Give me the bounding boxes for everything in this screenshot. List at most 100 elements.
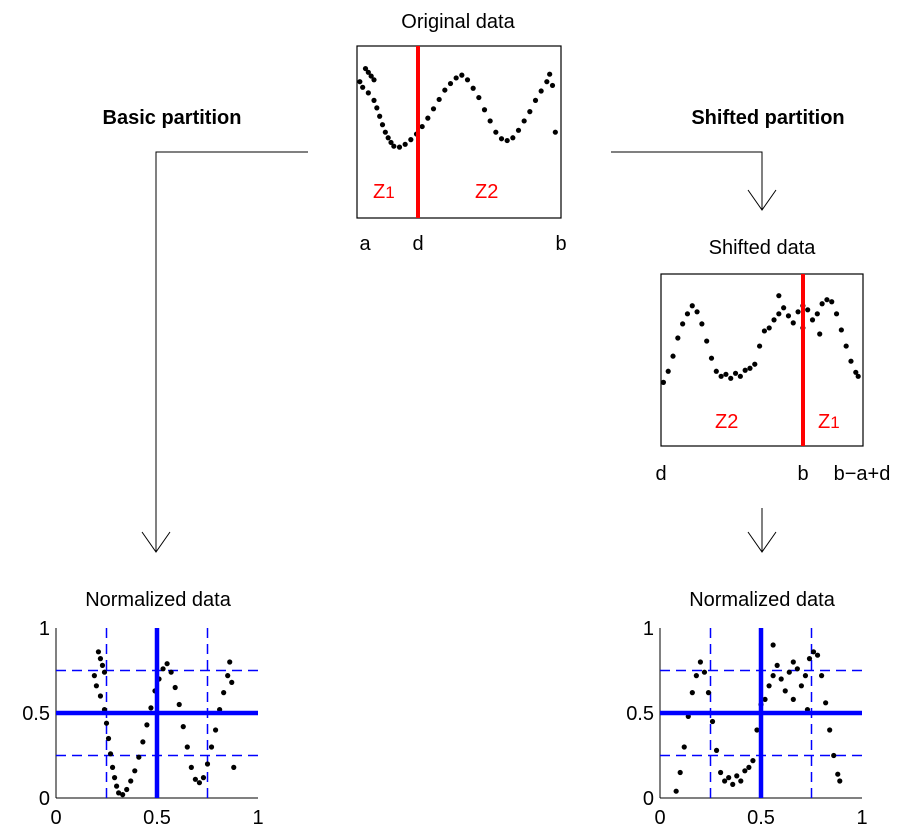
shifted-partition-label: Shifted partition [691, 107, 844, 129]
shifted-data-point [824, 297, 830, 303]
scatter-point [116, 790, 122, 796]
original-data-point [527, 109, 533, 115]
shifted-data-point [829, 299, 835, 305]
scatter-point [689, 690, 695, 696]
shifted-data-point [684, 311, 691, 317]
original-data-point [391, 143, 397, 149]
scatter-point [713, 747, 720, 754]
original-data-point [464, 77, 471, 83]
original-zone-z2: Z2 [475, 181, 498, 203]
scatter-point [144, 722, 150, 728]
scatter-point [730, 781, 736, 788]
scatter-point [770, 642, 776, 648]
scatter-point [722, 778, 728, 784]
normalize-arrow-right [747, 508, 777, 553]
scatter-point [738, 778, 744, 784]
basic-partition-label: Basic partition [103, 107, 242, 129]
x-tick-label: 1 [856, 807, 867, 829]
original-data-point [374, 105, 380, 111]
scatter-point [109, 764, 116, 771]
original-data-point [498, 136, 505, 142]
scatter-point [746, 764, 752, 771]
shifted-data-point [689, 303, 695, 309]
original-data-points [357, 65, 558, 150]
shifted-data-point [694, 309, 700, 315]
original-data-point [365, 90, 371, 96]
scatter-point [168, 669, 174, 675]
scatter-point [114, 783, 120, 789]
scatter-point [196, 780, 203, 786]
scatter-point [718, 769, 724, 776]
scatter-point [188, 764, 194, 771]
scatter-point [140, 739, 146, 745]
scatter-point [709, 718, 716, 725]
scatter-point [99, 662, 106, 669]
original-data-point [362, 65, 369, 72]
scatter-point [128, 778, 134, 784]
scatter-point [734, 773, 740, 779]
original-data-point [481, 107, 488, 113]
scatter-point [790, 696, 796, 703]
scatter-point [148, 705, 154, 711]
scatter-point [742, 768, 748, 774]
scatter-point [798, 683, 805, 689]
x-tick-label: 0 [50, 807, 61, 829]
original-data-point [377, 113, 383, 119]
original-zone-z1: Z1 [373, 181, 395, 203]
shifted-data-frame [660, 273, 864, 447]
original-data-point [385, 135, 391, 141]
shifted-data-point [809, 317, 816, 323]
scatter-point [120, 792, 126, 798]
shifted-data-point [795, 309, 801, 315]
scatter-point [705, 690, 712, 696]
shifted-data-point [771, 317, 777, 323]
scatter-point [91, 673, 97, 679]
original-axis-b: b [555, 233, 566, 255]
original-data-point [425, 115, 431, 121]
scatter-point [164, 661, 170, 667]
shifted-data-point [819, 301, 825, 307]
original-data-point [371, 97, 377, 103]
scatter-point [107, 751, 114, 757]
original-data-point [365, 69, 371, 75]
shifted-data-point [761, 328, 768, 334]
shifted-data-points [660, 293, 861, 385]
x-tick-label: 0 [654, 807, 665, 829]
shifted-data-point [675, 335, 681, 341]
scatter-point [681, 744, 687, 750]
scatter-point [766, 683, 772, 689]
scatter-point [778, 676, 784, 682]
original-data-point [396, 144, 403, 150]
scatter-point [227, 659, 233, 665]
x-tick-label: 0.5 [747, 807, 775, 829]
shifted-data-point [660, 379, 667, 385]
shifted-data-point [756, 343, 763, 349]
scatter-point [97, 693, 104, 699]
original-data-point [510, 135, 516, 141]
shifted-axis-d: d [655, 463, 666, 485]
original-data-point [538, 88, 544, 94]
original-data-point [521, 118, 527, 124]
shifted-data-point [805, 307, 811, 313]
normalized-plot-left: 0 0.5 1 0 0.5 1 [22, 618, 263, 829]
original-data-point [368, 73, 374, 79]
scatter-point [762, 696, 768, 703]
original-data-point [371, 77, 377, 83]
scatter-point [95, 649, 102, 655]
shifted-data-point [785, 313, 792, 319]
shifted-data-point [752, 361, 758, 367]
scatter-point [790, 659, 796, 665]
normalized-title-left: Normalized data [85, 589, 232, 611]
scatter-point [693, 673, 699, 679]
original-axis-d: d [412, 233, 423, 255]
y-tick-label: 0.5 [22, 703, 50, 725]
shifted-data-point [718, 373, 724, 379]
scatter-point [770, 673, 776, 679]
scatter-point [105, 735, 112, 742]
original-data-point [552, 129, 558, 135]
original-data-point [360, 84, 366, 90]
original-data-point [419, 123, 425, 130]
shifted-data-point [766, 325, 772, 331]
y-tick-label: 0 [643, 788, 654, 810]
